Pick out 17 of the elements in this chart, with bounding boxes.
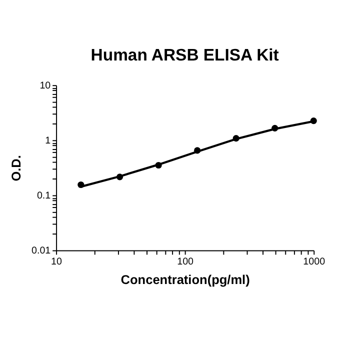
point bbox=[232, 135, 240, 142]
x-axis-title: Concentration(pg/ml) bbox=[120, 272, 250, 288]
point bbox=[78, 181, 84, 188]
point bbox=[116, 174, 124, 180]
point bbox=[310, 117, 317, 124]
y-tick-label: 0.1 bbox=[36, 190, 51, 202]
point bbox=[272, 124, 278, 132]
x-tick-label: 100 bbox=[177, 256, 194, 268]
y-tick-label: 0.01 bbox=[31, 246, 51, 257]
point bbox=[155, 162, 162, 169]
chart-title: Human ARSB ELISA Kit bbox=[90, 46, 280, 65]
x-tick-label: 1000 bbox=[303, 256, 326, 268]
y-axis-title: O.D. bbox=[8, 155, 24, 182]
y-tick-label: 1 bbox=[45, 136, 51, 147]
x-tick-label: 10 bbox=[51, 256, 63, 268]
point bbox=[194, 147, 201, 154]
y-tick-label: 10 bbox=[40, 80, 52, 92]
